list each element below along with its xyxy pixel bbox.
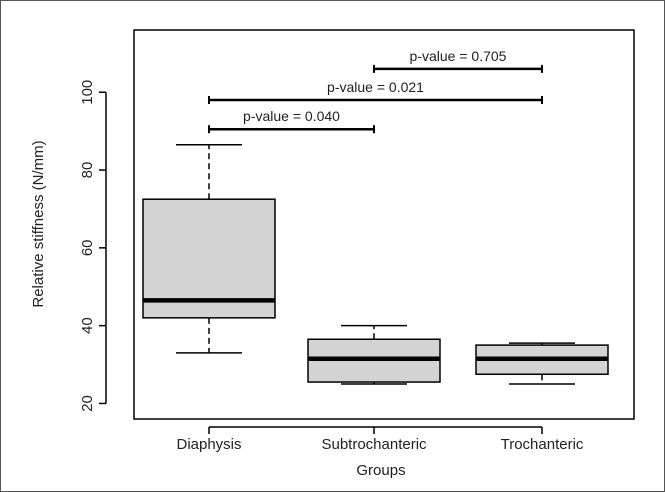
box-group: [475, 342, 609, 385]
box-group: [307, 324, 441, 385]
boxes: [142, 144, 609, 385]
x-tick-label: Trochanteric: [501, 436, 584, 453]
y-tick-label: 40: [79, 317, 96, 334]
p-value-label: p-value = 0.040: [243, 108, 340, 124]
p-value-label: p-value = 0.021: [327, 79, 424, 95]
x-tick-label: Subtrochanteric: [321, 436, 427, 453]
comparison-bracket: p-value = 0.021: [208, 79, 543, 105]
y-tick-label: 20: [79, 395, 96, 412]
comparison-bracket: p-value = 0.705: [373, 48, 543, 73]
plot-frame: [133, 29, 635, 420]
iqr-box: [142, 198, 276, 319]
p-value-label: p-value = 0.705: [410, 48, 507, 64]
y-tick-label: 60: [79, 239, 96, 256]
x-tick-label: Diaphysis: [176, 436, 241, 453]
box-group: [142, 144, 276, 354]
y-tick-label: 80: [79, 162, 96, 179]
x-axis: Diaphysis Subtrochanteric Trochanteric: [176, 426, 584, 453]
y-axis: 20 40 60 80 100: [79, 80, 107, 412]
comparisons: p-value = 0.040 p-value = 0.021 p-value = …: [208, 48, 543, 134]
comparison-bracket: p-value = 0.040: [208, 108, 375, 134]
x-axis-title: Groups: [356, 462, 405, 479]
y-tick-label: 100: [79, 80, 96, 105]
y-axis-title: Relative stiffness (N/mm): [30, 140, 47, 307]
